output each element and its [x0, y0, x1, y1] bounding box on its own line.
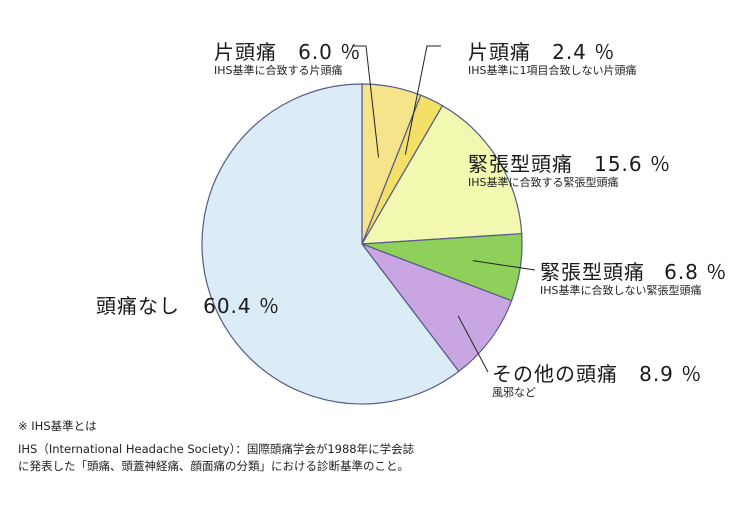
slice-name: その他の頭痛: [492, 362, 618, 386]
footnote-line: に発表した「頭痛、頭蓋神経痛、顔面痛の分類」における診断基準のこと。: [18, 459, 409, 473]
slice-value: 15.6 ％: [594, 152, 671, 176]
ihs-footnote: ※ IHS基準とは IHS（International Headache Soc…: [18, 418, 414, 475]
slice-sublabel: IHS基準に合致する片頭痛: [214, 64, 343, 77]
slice-sublabel: IHS基準に合致する緊張型頭痛: [468, 176, 619, 189]
leader-line: [472, 260, 536, 271]
slice-no-headache: [201, 83, 460, 405]
slice-name: 緊張型頭痛: [468, 152, 573, 176]
footnote-line: IHS（International Headache Society）：国際頭痛…: [18, 442, 415, 456]
leader-line: [457, 315, 489, 373]
slice-value: 8.9 ％: [639, 362, 703, 386]
slice-name: 緊張型頭痛: [540, 260, 645, 284]
slice-label-no-headache: 頭痛なし 60.4 ％: [96, 294, 280, 318]
slice-sublabel: IHS基準に合致しない緊張型頭痛: [540, 284, 702, 297]
slice-label-migraine-partial: 片頭痛 2.4 ％ IHS基準に1項目合致しない片頭痛: [468, 40, 637, 78]
slice-sublabel: 風邪など: [492, 386, 536, 399]
leader-line: [404, 45, 441, 155]
leader-line: [352, 45, 379, 158]
slice-tension-ihs: [360, 104, 523, 245]
slice-name: 片頭痛: [214, 40, 277, 64]
footnote-heading: ※ IHS基準とは: [18, 419, 97, 433]
slice-label-migraine-ihs: 片頭痛 6.0 ％ IHS基準に合致する片頭痛: [214, 40, 361, 78]
slice-value: 6.0 ％: [298, 40, 362, 64]
slice-value: 6.8 ％: [664, 260, 728, 284]
slice-value: 60.4 ％: [203, 294, 280, 318]
slice-label-tension-ihs: 緊張型頭痛 15.6 ％ IHS基準に合致する緊張型頭痛: [468, 152, 671, 190]
slice-value: 2.4 ％: [552, 40, 616, 64]
slice-name: 頭痛なし: [96, 294, 180, 318]
slice-other: [360, 242, 513, 373]
slice-sublabel: IHS基準に1項目合致しない片頭痛: [468, 64, 637, 77]
slice-label-other: その他の頭痛 8.9 ％ 風邪など: [492, 362, 702, 400]
slice-name: 片頭痛: [468, 40, 531, 64]
slice-label-tension-non-ihs: 緊張型頭痛 6.8 ％ IHS基準に合致しない緊張型頭痛: [540, 260, 727, 298]
